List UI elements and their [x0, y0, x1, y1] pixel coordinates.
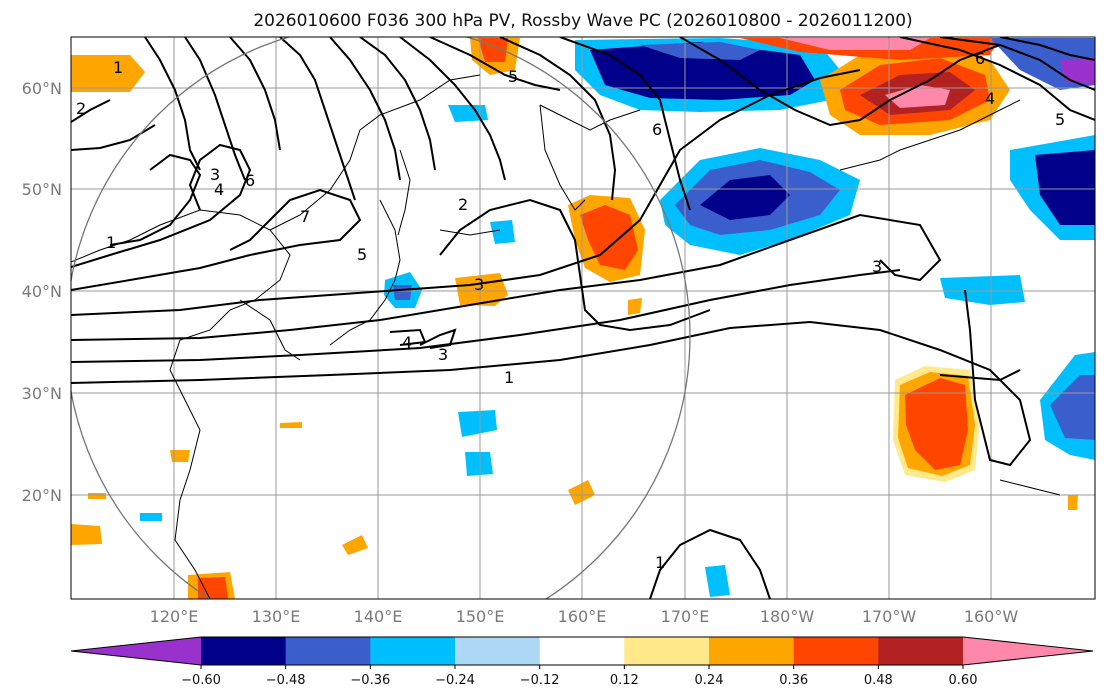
colorbar-segment: [539, 637, 625, 665]
positive-anomaly-kamchatka-core: [580, 205, 638, 270]
lon-label-130e: 130°E: [252, 607, 301, 626]
contour-label-4-west: 4: [214, 180, 224, 199]
contour-label-6-northeast: 6: [975, 49, 985, 68]
positive-anomaly-small-7: [1068, 495, 1078, 510]
colorbar-tick-label: 0.48: [864, 673, 893, 688]
colorbar-segment: [370, 637, 456, 665]
latitude-labels: 60°N 50°N 40°N 30°N 20°N: [22, 79, 62, 505]
colorbar-tick-label: −0.12: [520, 673, 560, 688]
colorbar-segment: [455, 637, 541, 665]
negative-anomaly-north-pacific-mid: [640, 42, 760, 60]
negative-anomaly-north-pacific-core: [590, 42, 815, 100]
colorbar: −0.60 −0.48 −0.36 −0.24 −0.12 0.12 0.24 0.36 0.4…: [70, 636, 1094, 688]
colorbar-tick-label: −0.48: [266, 673, 306, 688]
positive-anomaly-small-4: [170, 450, 190, 462]
negative-anomaly-small-1: [448, 105, 488, 122]
positive-anomaly-bering-pink: [885, 85, 950, 108]
contour-label-1-southcentral: 1: [655, 553, 665, 572]
contour-label-6-north: 6: [652, 120, 662, 139]
negative-anomaly-central-core: [700, 175, 790, 220]
lon-label-140e: 140°E: [354, 607, 403, 626]
negative-anomaly-east-core: [1035, 150, 1095, 225]
contour-label-2-central: 2: [458, 195, 468, 214]
positive-anomaly-okhotsk-core: [478, 38, 508, 62]
lat-label-40n: 40°N: [22, 282, 62, 301]
negative-anomaly-top-right-purple: [1060, 58, 1095, 85]
map-title: 2026010600 F036 300 hPa PV, Rossby Wave …: [253, 11, 912, 31]
contour-labels: 1 2 3 4 6 7 1 5 2 3 4 3 1 5 6 3 6 4 5 1: [76, 49, 1065, 572]
negative-anomaly-small-2: [490, 220, 515, 244]
lat-label-50n: 50°N: [22, 180, 62, 199]
lat-label-30n: 30°N: [22, 384, 62, 403]
radius-ring: [71, 37, 691, 599]
contour-label-7-west: 7: [300, 207, 310, 226]
colorbar-extend-max: [963, 637, 1093, 665]
colorbar-segment: [201, 637, 287, 665]
negative-anomaly-small-4: [465, 452, 493, 476]
colorbar-tick-label: 0.36: [779, 673, 808, 688]
contour-label-2-west: 2: [76, 99, 86, 118]
contour-label-3-central: 3: [474, 275, 484, 294]
lon-label-170e: 170°E: [661, 607, 710, 626]
map-border: [70, 36, 1096, 600]
colorbar-segment: [624, 637, 710, 665]
lon-label-120e: 120°E: [150, 607, 199, 626]
colorbar-tick-label: 0.60: [949, 673, 978, 688]
positive-anomaly-small-8: [88, 493, 106, 499]
colorbar-segment: [878, 637, 964, 665]
contour-label-4-northeast: 4: [985, 89, 995, 108]
pv-contours: [71, 37, 1095, 599]
negative-anomaly-small-5: [940, 275, 1025, 305]
longitude-labels: 120°E 130°E 140°E 150°E 160°E 170°E 180°…: [150, 607, 1019, 626]
contour-label-5-north: 5: [508, 67, 518, 86]
negative-anomaly-small-6: [705, 565, 730, 597]
lon-label-180w: 180°W: [760, 607, 815, 626]
positive-anomaly-philippines-core: [198, 577, 228, 599]
positive-anomaly-small-5: [71, 524, 102, 545]
contour-label-1-west-low: 1: [106, 233, 116, 252]
colorbar-tick-label: −0.24: [435, 673, 475, 688]
lon-label-170w: 170°W: [862, 607, 917, 626]
lon-label-160e: 160°E: [558, 607, 607, 626]
lon-label-150e: 150°E: [456, 607, 505, 626]
contour-label-1-south: 1: [504, 368, 514, 387]
lat-label-20n: 20°N: [22, 486, 62, 505]
negative-anomaly-small-3: [458, 410, 497, 437]
contour-label-6-west: 6: [245, 171, 255, 190]
positive-anomaly-small-2: [342, 535, 368, 555]
colorbar-tick-label: −0.36: [350, 673, 390, 688]
positive-anomaly-top-pink: [780, 38, 930, 50]
colorbar-tick-label: 0.12: [610, 673, 639, 688]
contour-label-5-northeast: 5: [1055, 110, 1065, 129]
colorbar-tick-label: −0.60: [181, 673, 221, 688]
negative-anomaly-southeast-core: [1050, 375, 1095, 440]
negative-anomaly-small-7: [140, 513, 162, 521]
lat-label-60n: 60°N: [22, 79, 62, 98]
positive-anomaly-northwest: [71, 55, 145, 92]
positive-anomaly-small-3: [628, 298, 642, 315]
negative-anomaly-japan-core: [393, 285, 412, 300]
colorbar-extend-min: [71, 637, 201, 665]
contour-label-4-south: 4: [402, 333, 412, 352]
colorbar-segment: [793, 637, 879, 665]
contour-label-3-south: 3: [438, 345, 448, 364]
contour-label-3-east: 3: [872, 257, 882, 276]
contour-label-1-west: 1: [113, 58, 123, 77]
colorbar-segment: [709, 637, 795, 665]
colorbar-segment: [285, 637, 371, 665]
contour-label-3-west: 3: [210, 165, 220, 184]
positive-anomaly-small-6: [280, 422, 302, 428]
colorbar-tick-label: 0.24: [695, 673, 724, 688]
positive-anomaly-subtropical-core: [905, 378, 968, 470]
contour-label-5-central: 5: [357, 245, 367, 264]
lon-label-160w: 160°W: [964, 607, 1019, 626]
